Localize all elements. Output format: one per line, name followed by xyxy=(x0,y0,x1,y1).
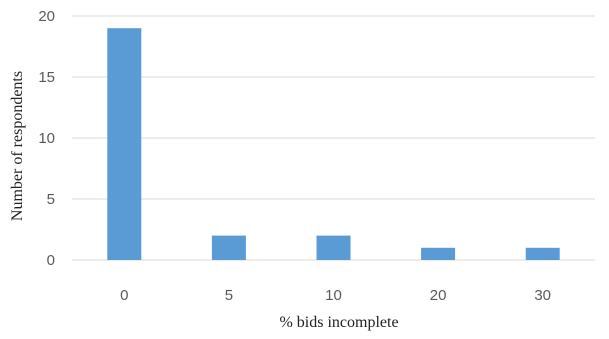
y-tick-label: 15 xyxy=(38,69,55,86)
x-axis-ticks: 0 5 10 20 30 xyxy=(120,287,551,304)
bars xyxy=(107,28,560,261)
bar-10 xyxy=(316,235,351,260)
bar-20 xyxy=(421,247,456,260)
y-axis-title: Number of respondents xyxy=(9,71,26,221)
bar-5 xyxy=(211,235,246,260)
x-tick-label: 20 xyxy=(430,287,447,304)
x-tick-label: 0 xyxy=(120,287,128,304)
x-axis-title: % bids incomplete xyxy=(279,314,398,331)
gridlines xyxy=(72,15,595,261)
y-tick-label: 0 xyxy=(47,252,55,269)
bar-0 xyxy=(107,28,142,261)
x-tick-label: 10 xyxy=(325,287,342,304)
y-tick-label: 20 xyxy=(38,8,55,25)
bar-30 xyxy=(525,247,560,260)
y-tick-label: 10 xyxy=(38,130,55,147)
y-tick-label: 5 xyxy=(47,191,55,208)
x-tick-label: 5 xyxy=(225,287,233,304)
x-tick-label: 30 xyxy=(534,287,551,304)
y-axis-ticks: 0 5 10 15 20 xyxy=(38,8,55,269)
